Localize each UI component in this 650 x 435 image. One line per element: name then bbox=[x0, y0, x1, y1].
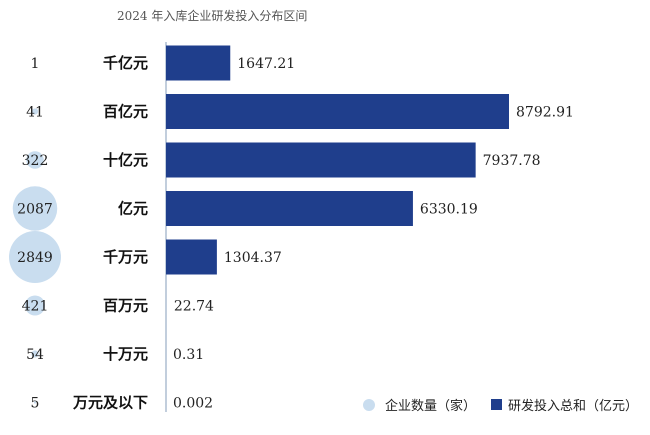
rd-bar bbox=[166, 94, 509, 129]
value-label: 1647.21 bbox=[237, 56, 295, 72]
count-label: 5 bbox=[31, 396, 40, 412]
count-label: 421 bbox=[22, 299, 49, 315]
count-bubble bbox=[31, 350, 39, 358]
legend: 企业数量（家） 研发投入总和（亿元） bbox=[363, 398, 638, 414]
category-label: 亿元 bbox=[118, 200, 148, 218]
rd-bar bbox=[166, 142, 476, 178]
count-bubble bbox=[26, 151, 44, 169]
legend-label-count: 企业数量（家） bbox=[385, 398, 476, 414]
value-label: 8792.91 bbox=[516, 105, 574, 121]
count-label: 2849 bbox=[17, 250, 53, 266]
count-bubble bbox=[33, 401, 37, 404]
category-label: 十万元 bbox=[103, 345, 148, 363]
rd-bar bbox=[166, 191, 413, 226]
bubbles-layer: 1 41 322 2087 2849 421 54 5 bbox=[9, 56, 61, 412]
value-label: 7937.78 bbox=[483, 153, 541, 169]
rd-bar bbox=[166, 239, 217, 275]
legend-label-rd: 研发投入总和（亿元） bbox=[508, 398, 638, 414]
value-label: 0.002 bbox=[173, 396, 213, 412]
value-label: 0.31 bbox=[173, 347, 204, 363]
category-label: 万元及以下 bbox=[72, 394, 148, 412]
bars-layer: 千亿元 1647.21 百亿元 8792.91 十亿元 7937.78 亿元 6330.19 千… bbox=[72, 45, 574, 412]
count-bubble bbox=[9, 231, 61, 283]
count-label: 41 bbox=[26, 105, 44, 121]
count-label: 54 bbox=[26, 347, 44, 363]
value-label: 1304.37 bbox=[224, 250, 282, 266]
value-label: 22.74 bbox=[174, 299, 214, 315]
count-bubble bbox=[25, 295, 45, 316]
category-label: 百亿元 bbox=[103, 103, 148, 121]
count-label: 2087 bbox=[17, 202, 53, 218]
rd-bar bbox=[166, 45, 231, 81]
category-label: 百万元 bbox=[103, 297, 148, 315]
chart-title: 2024 年入库企业研发投入分布区间 bbox=[117, 8, 307, 23]
count-label: 322 bbox=[22, 153, 49, 169]
value-label: 6330.19 bbox=[420, 202, 478, 218]
count-bubble bbox=[31, 108, 39, 115]
legend-bubble-swatch bbox=[363, 399, 375, 411]
category-label: 千万元 bbox=[103, 248, 148, 266]
count-bubble bbox=[12, 186, 58, 231]
category-label: 十亿元 bbox=[103, 151, 148, 169]
count-label: 1 bbox=[31, 56, 40, 72]
category-label: 千亿元 bbox=[103, 54, 148, 72]
legend-bar-swatch bbox=[491, 399, 502, 410]
